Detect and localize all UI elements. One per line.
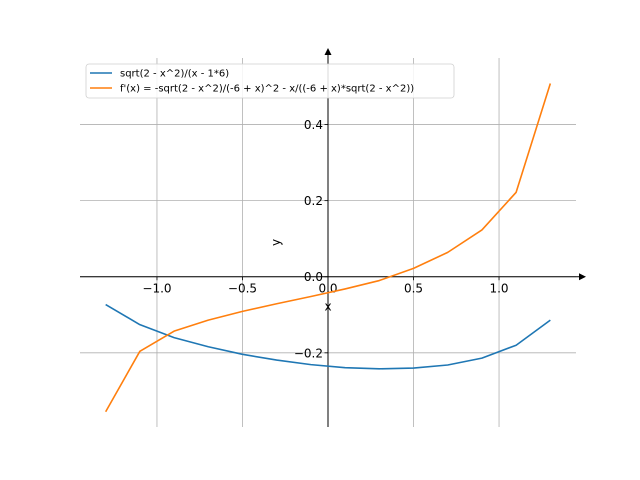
series-line [104,83,552,413]
y-axis-arrow [324,48,332,55]
legend-entry: f'(x) = -sqrt(2 - x^2)/(-6 + x)^2 - x/((… [120,84,414,95]
y-tick-label: −0.2 [294,346,323,360]
y-tick-label: 0.2 [304,194,323,208]
y-tick-label: 0.4 [304,118,323,132]
ticks: −1.0 −0.5 0.0 0.5 1.0−0.20.00.20.4 [142,118,508,360]
x-tick-label: 0.5 [404,282,423,296]
x-tick-label: 1.0 [489,282,508,296]
x-axis-arrow [579,273,586,281]
legend-entry: sqrt(2 - x^2)/(x - 1*6) [120,69,229,80]
x-tick-label: −1.0 [142,282,171,296]
y-axis-label: y [269,239,283,246]
series-layer [104,83,552,413]
x-tick-label: −0.5 [228,282,257,296]
legend-box [85,63,455,99]
x-axis-label: x [324,300,331,314]
axes [80,48,586,427]
series-line [105,303,551,370]
y-tick-label: 0.0 [304,270,323,284]
legend: sqrt(2 - x^2)/(x - 1*6) f'(x) = -sqrt(2 -… [85,63,455,99]
